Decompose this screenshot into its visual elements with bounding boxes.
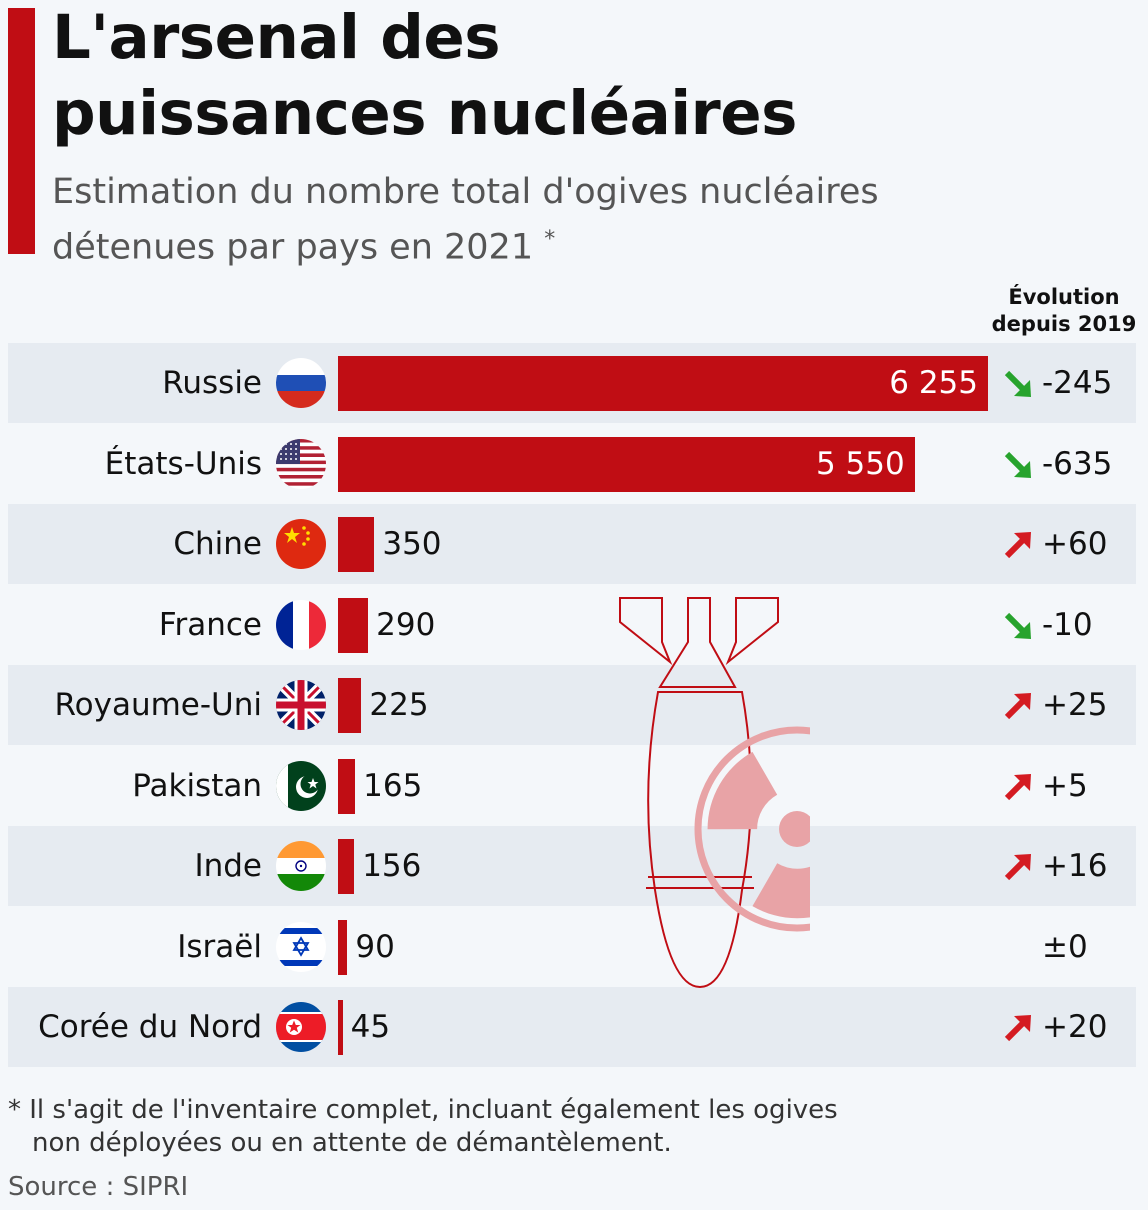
title-accent-bar xyxy=(8,8,35,254)
country-label: France xyxy=(158,606,262,643)
evolution-value: +20 xyxy=(1042,1009,1108,1045)
india-flag-icon xyxy=(276,841,326,891)
arrow-up-icon xyxy=(1004,532,1031,559)
bar xyxy=(338,1000,343,1055)
title-line-1: L'arsenal des xyxy=(52,2,501,73)
data-label: 290 xyxy=(376,606,436,643)
arrow-down-icon xyxy=(1004,612,1031,639)
north-korea-flag-icon xyxy=(276,1002,326,1052)
subtitle-line-2-text: détenues par pays en 2021 xyxy=(52,227,534,268)
radiation-symbol xyxy=(694,726,810,932)
table-row: Israël 90 ±0 xyxy=(8,907,1136,987)
country-label: Inde xyxy=(194,848,262,884)
table-row: États-Unis 5 550 -635 xyxy=(8,424,1136,504)
evolution-value: +60 xyxy=(1042,526,1108,562)
arrow-up-icon xyxy=(1004,773,1031,800)
bar xyxy=(338,436,915,492)
bar xyxy=(338,597,369,653)
bar xyxy=(338,919,348,975)
data-label: 225 xyxy=(369,687,429,723)
country-label: Chine xyxy=(173,526,262,562)
pakistan-flag-icon xyxy=(276,760,326,811)
footnote-line-2: non déployées ou en attente de démantèle… xyxy=(32,1128,672,1158)
evolution-header: Évolution depuis 2019 xyxy=(985,284,1143,338)
arrow-up-icon xyxy=(1004,693,1031,720)
chart-title: L'arsenal des puissances nucléaires xyxy=(52,0,1132,152)
table-row: Corée du Nord 45 +20 xyxy=(8,987,1136,1067)
bomb-tail xyxy=(658,597,737,688)
evolution-value: ±0 xyxy=(1042,928,1088,965)
israel-flag-icon xyxy=(276,921,326,972)
france-flag-icon xyxy=(276,599,326,650)
footnote: * Il s'agit de l'inventaire complet, inc… xyxy=(8,1094,1128,1160)
data-label: 45 xyxy=(350,1009,391,1045)
evolution-value: +5 xyxy=(1042,767,1088,804)
source-credit: Source : SIPRI xyxy=(8,1172,189,1202)
russia-flag-icon xyxy=(276,358,326,408)
china-flag-icon xyxy=(276,519,326,569)
evolution-value: -10 xyxy=(1042,606,1093,643)
data-label: 90 xyxy=(355,928,395,965)
data-label: 156 xyxy=(362,848,422,884)
table-row: Russie 6 255 -245 xyxy=(8,343,1136,423)
data-label: 5 550 xyxy=(815,445,905,482)
bar xyxy=(338,356,988,411)
evolution-value: +25 xyxy=(1042,687,1108,723)
bar xyxy=(338,517,375,572)
footnote-line-1: * Il s'agit de l'inventaire complet, inc… xyxy=(8,1095,838,1125)
country-label: Pakistan xyxy=(132,767,262,804)
bar xyxy=(338,758,356,814)
table-row: Pakistan 165 +5 xyxy=(8,746,1136,826)
arrow-down-icon xyxy=(1004,451,1031,478)
bomb-icon xyxy=(619,597,810,989)
evolution-header-line-1: Évolution xyxy=(1008,285,1120,309)
country-label: Israël xyxy=(177,928,262,965)
arrow-up-icon xyxy=(1004,1015,1031,1042)
data-label: 165 xyxy=(363,767,423,804)
bar xyxy=(338,678,362,733)
bomb-fin-left xyxy=(619,597,673,666)
title-line-2: puissances nucléaires xyxy=(52,78,797,149)
data-label: 6 255 xyxy=(889,365,978,401)
evolution-value: -635 xyxy=(1042,445,1113,482)
usa-flag-icon xyxy=(276,438,326,489)
data-label: 350 xyxy=(382,526,442,562)
table-row: Inde 156 +16 xyxy=(8,826,1136,906)
country-label: États-Unis xyxy=(104,445,262,482)
country-label: Corée du Nord xyxy=(38,1009,262,1045)
table-row: Royaume-Uni 225 +25 xyxy=(8,665,1136,745)
evolution-value: +16 xyxy=(1042,848,1108,884)
uk-flag-icon xyxy=(276,680,326,730)
arrow-up-icon xyxy=(1004,854,1031,881)
subtitle-line-2: détenues par pays en 2021 * xyxy=(52,216,1102,272)
country-label: Royaume-Uni xyxy=(54,687,262,723)
table-row: Chine 350 +60 xyxy=(8,504,1136,584)
table-row: France 290 -10 xyxy=(8,585,1136,665)
evolution-value: -245 xyxy=(1042,365,1113,401)
subtitle-line-1: Estimation du nombre total d'ogives nucl… xyxy=(52,172,879,212)
bomb-fin-right xyxy=(725,597,779,666)
bar xyxy=(338,839,355,894)
subtitle-asterisk: * xyxy=(544,227,556,252)
evolution-header-line-2: depuis 2019 xyxy=(991,312,1137,336)
arrow-down-icon xyxy=(1004,370,1031,397)
chart-subtitle: Estimation du nombre total d'ogives nucl… xyxy=(52,168,1102,272)
country-label: Russie xyxy=(162,365,262,401)
